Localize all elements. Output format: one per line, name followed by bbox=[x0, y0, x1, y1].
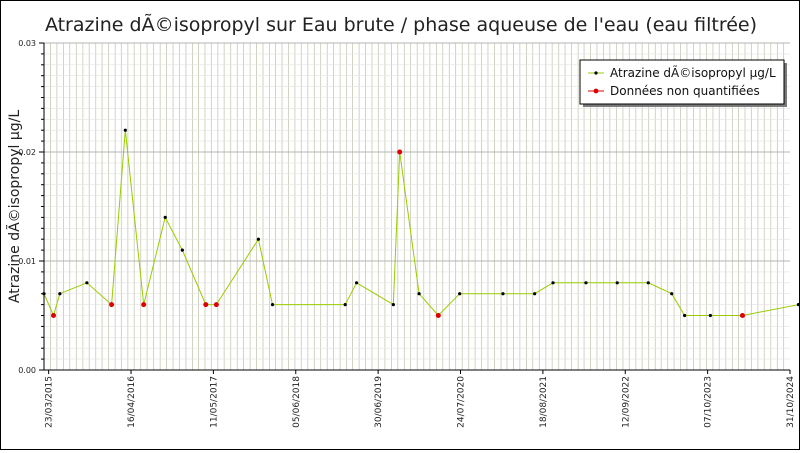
data-point-quantified bbox=[417, 292, 421, 296]
x-tick-label: 07/10/2023 bbox=[704, 376, 714, 428]
data-point-quantified bbox=[584, 281, 588, 285]
data-point-quantified bbox=[343, 303, 347, 307]
y-tick-label: 0.02 bbox=[18, 148, 36, 157]
data-point-non-quantified bbox=[397, 149, 403, 155]
x-tick-label: 18/08/2021 bbox=[539, 376, 549, 428]
series-line-layer bbox=[43, 130, 800, 317]
data-point-quantified bbox=[391, 303, 395, 307]
data-point-quantified bbox=[180, 248, 184, 252]
axes: 0.00 0.01 0.02 0.03 23/03/2015 16/04/2016 11/0… bbox=[18, 39, 796, 428]
series-line bbox=[43, 130, 800, 317]
data-point-non-quantified bbox=[109, 302, 115, 308]
y-tick-label: 0.00 bbox=[18, 366, 36, 375]
y-axis-label: Atrazine dÃ©isopropyl µg/L bbox=[6, 110, 23, 303]
data-point-quantified bbox=[458, 292, 462, 296]
legend-item-quantified: Atrazine dÃ©isopropyl µg/L bbox=[610, 65, 776, 80]
x-tick-label: 24/07/2020 bbox=[457, 376, 467, 428]
data-point-quantified bbox=[354, 281, 359, 285]
data-point-non-quantified bbox=[51, 313, 57, 318]
x-tick-label: 30/06/2019 bbox=[374, 376, 384, 428]
data-point-quantified bbox=[615, 281, 619, 285]
data-point-quantified bbox=[256, 237, 260, 241]
data-point-non-quantified bbox=[739, 313, 745, 318]
data-point-non-quantified bbox=[435, 313, 441, 318]
data-point-quantified bbox=[42, 292, 46, 296]
legend-marker-quantified bbox=[594, 71, 598, 75]
data-point-non-quantified bbox=[203, 302, 209, 308]
data-point-quantified bbox=[58, 292, 62, 296]
data-point-non-quantified bbox=[213, 302, 219, 308]
data-point-quantified bbox=[646, 281, 650, 285]
x-tick-label: 23/03/2015 bbox=[45, 376, 55, 428]
data-point-quantified bbox=[683, 313, 687, 318]
data-point-quantified bbox=[796, 303, 800, 307]
data-point-quantified bbox=[670, 292, 674, 296]
x-tick-label: 12/09/2022 bbox=[621, 376, 631, 428]
chart-title: Atrazine dÃ©isopropyl sur Eau brute / ph… bbox=[45, 13, 757, 36]
x-tick-label: 31/10/2024 bbox=[786, 376, 796, 428]
data-point-quantified bbox=[123, 128, 127, 132]
x-tick-label: 05/06/2018 bbox=[292, 376, 302, 428]
data-point-quantified bbox=[501, 292, 505, 296]
legend-marker-non-quantified bbox=[593, 88, 599, 94]
y-tick-label: 0.01 bbox=[18, 257, 36, 266]
data-point-quantified bbox=[85, 281, 89, 285]
legend-item-non-quantified: Données non quantifiées bbox=[610, 84, 760, 98]
legend: Atrazine dÃ©isopropyl µg/L Données non q… bbox=[579, 59, 787, 107]
data-point-quantified bbox=[163, 215, 167, 219]
data-point-quantified bbox=[533, 292, 537, 296]
data-point-quantified bbox=[708, 313, 712, 318]
data-point-non-quantified bbox=[141, 302, 147, 308]
x-tick-label: 11/05/2017 bbox=[209, 376, 219, 428]
x-tick-label: 16/04/2016 bbox=[127, 376, 137, 428]
grid-lines bbox=[44, 42, 790, 371]
y-tick-label: 0.03 bbox=[18, 39, 36, 48]
data-points bbox=[42, 128, 800, 318]
data-point-quantified bbox=[270, 303, 275, 307]
data-point-quantified bbox=[551, 281, 555, 285]
